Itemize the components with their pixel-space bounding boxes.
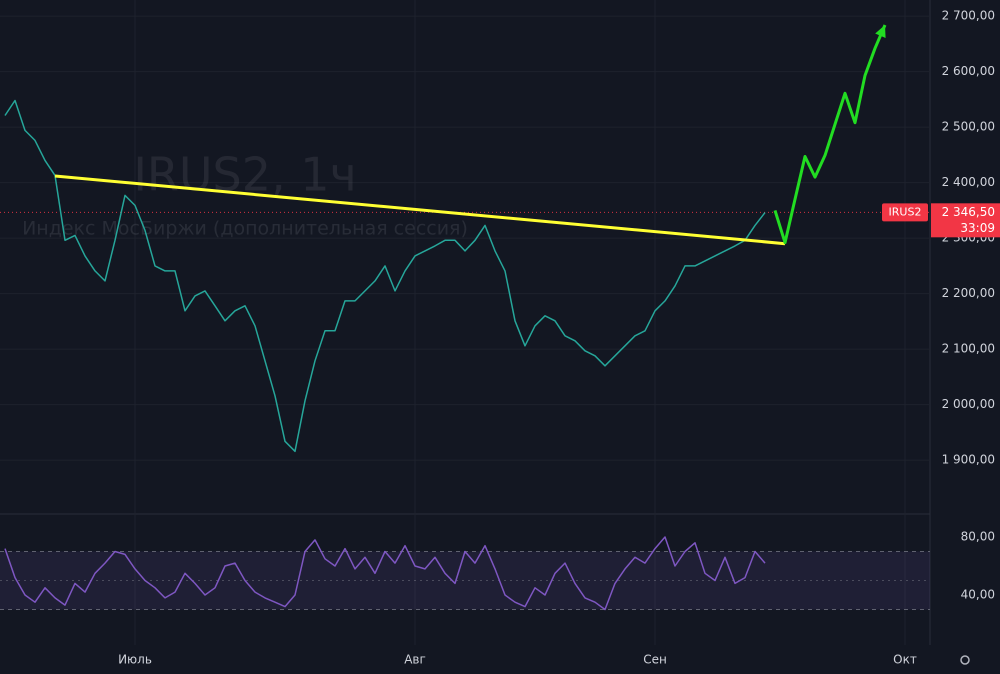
y-tick-label: 2 000,00 bbox=[942, 397, 995, 411]
y-tick-label: 2 200,00 bbox=[942, 286, 995, 300]
countdown-label: 33:09 bbox=[960, 221, 995, 235]
x-tick-label: Авг bbox=[404, 653, 426, 667]
y-tick-label: 2 400,00 bbox=[942, 175, 995, 189]
watermark-subtitle: Индекс МосБиржи (дополнительная сессия) bbox=[22, 218, 468, 240]
symbol-tag bbox=[882, 203, 928, 222]
y-tick-label: 40,00 bbox=[961, 588, 995, 602]
series-line bbox=[54, 174, 786, 246]
y-tick-label: 2 600,00 bbox=[942, 64, 995, 78]
arrow-head bbox=[875, 24, 886, 38]
y-tick-label: 1 900,00 bbox=[942, 453, 995, 467]
x-tick-label: Окт bbox=[893, 653, 917, 667]
y-tick-label: 2 100,00 bbox=[942, 342, 995, 356]
y-tick-label: 2 700,00 bbox=[942, 9, 995, 23]
series-line bbox=[4, 99, 766, 453]
x-tick-label: Сен bbox=[643, 653, 667, 667]
price-label: 2 346,50 bbox=[942, 205, 995, 219]
series-line bbox=[773, 24, 887, 245]
x-tick-label: Июль bbox=[118, 653, 152, 667]
y-tick-label: 2 500,00 bbox=[942, 120, 995, 134]
settings-icon[interactable] bbox=[960, 655, 970, 665]
series-line bbox=[4, 536, 766, 611]
symbol-label: IRUS2 bbox=[889, 205, 922, 218]
price-tag bbox=[931, 203, 1000, 238]
y-tick-label: 80,00 bbox=[961, 530, 995, 544]
